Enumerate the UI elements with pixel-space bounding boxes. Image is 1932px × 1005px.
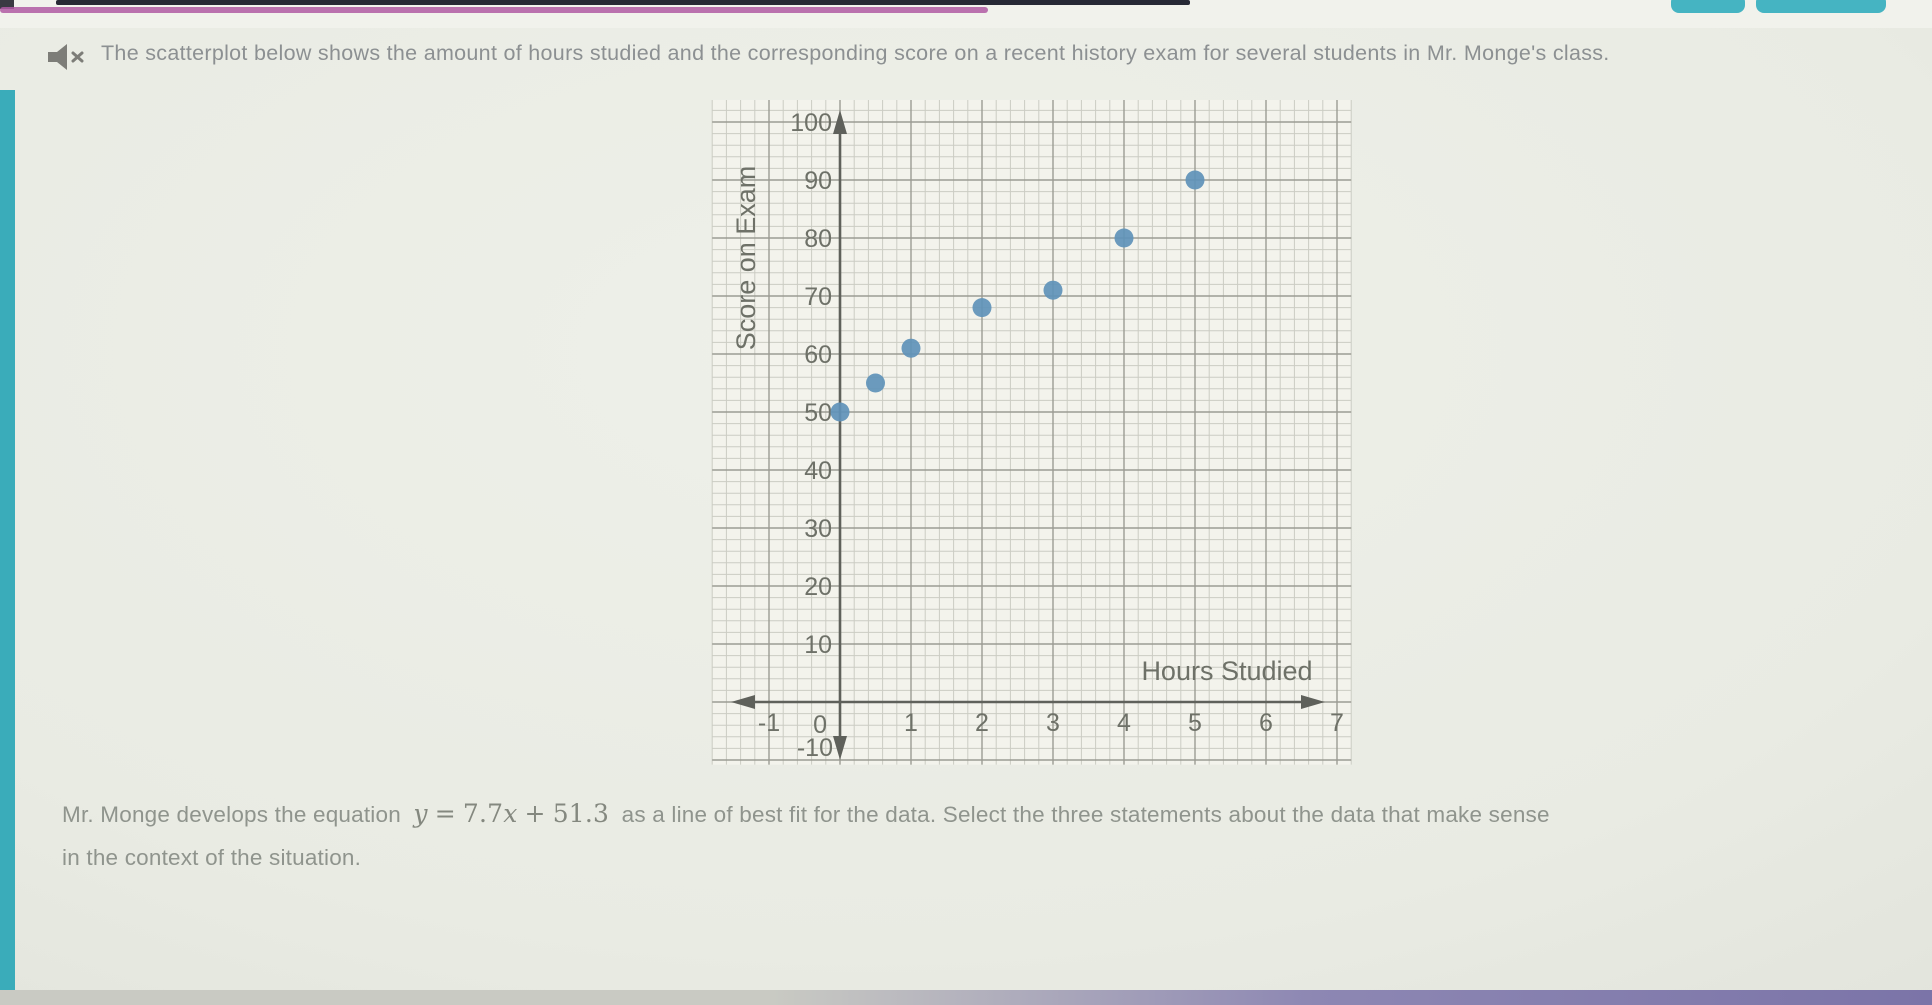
tick-label: 60 xyxy=(804,341,832,369)
top-corner-mark xyxy=(0,0,14,9)
browser-tab-button[interactable] xyxy=(1671,0,1745,13)
tick-label: 30 xyxy=(804,515,832,543)
top-navy-line xyxy=(56,0,1190,5)
x-axis-title: Hours Studied xyxy=(1141,656,1312,686)
tick-label: 0 xyxy=(813,711,827,739)
muted-speaker-icon xyxy=(46,42,90,72)
x-axis-left-arrow xyxy=(731,695,755,709)
y-axis-down-arrow xyxy=(833,736,847,760)
tick-label: 40 xyxy=(804,457,832,485)
tick-label: 100 xyxy=(790,109,832,137)
tick-label: 5 xyxy=(1188,709,1202,737)
prompt-before-equation: Mr. Monge develops the equation xyxy=(62,802,401,827)
data-point xyxy=(1185,170,1205,190)
equation-plus: + xyxy=(524,799,546,828)
tick-label: 10 xyxy=(804,631,832,659)
x-axis-right-arrow xyxy=(1301,695,1325,709)
equation: y = 7.7x +51.3 xyxy=(413,799,609,828)
question-audio-button[interactable] xyxy=(46,42,90,72)
plot-area xyxy=(712,99,1352,765)
top-accent-line xyxy=(0,7,988,13)
tick-label: -1 xyxy=(758,709,780,737)
data-point xyxy=(1114,228,1134,248)
equation-slope: 7.7 xyxy=(462,799,504,828)
y-axis-up-arrow xyxy=(833,110,847,134)
browser-tab-button-2[interactable] xyxy=(1756,0,1886,13)
tick-label: 4 xyxy=(1117,709,1131,737)
data-point xyxy=(901,338,921,358)
tick-label: 3 xyxy=(1046,709,1060,737)
question-text: The scatterplot below shows the amount o… xyxy=(101,41,1610,65)
bottom-edge-bar xyxy=(0,990,1932,1005)
tick-label: 6 xyxy=(1259,709,1273,737)
tick-label: 7 xyxy=(1330,709,1344,737)
equation-x: x xyxy=(503,799,518,828)
equation-y: y xyxy=(413,799,428,828)
tick-label: 1 xyxy=(904,709,918,737)
tick-label: 20 xyxy=(804,573,832,601)
equation-equals: = xyxy=(434,799,456,828)
y-axis-title: Score on Exam xyxy=(731,166,761,351)
tick-label: 80 xyxy=(804,225,832,253)
prompt-text: Mr. Monge develops the equation y = 7.7x +5… xyxy=(62,792,1567,879)
equation-intercept: 51.3 xyxy=(552,799,610,828)
data-point xyxy=(1043,280,1063,300)
data-point xyxy=(830,402,850,422)
prompt-after-equation: as a line of best fit for the data. Sele… xyxy=(62,802,1550,870)
data-point xyxy=(972,298,992,318)
tick-label: 70 xyxy=(804,283,832,311)
tick-label: -10 xyxy=(797,734,833,762)
choice-row[interactable]: A A student who didn't study for the exa… xyxy=(0,905,1830,990)
tick-label: 90 xyxy=(804,167,832,195)
left-edge-strip xyxy=(0,90,15,1005)
tick-label: 50 xyxy=(804,399,832,427)
data-point xyxy=(866,373,885,393)
tick-label: 2 xyxy=(975,709,989,737)
